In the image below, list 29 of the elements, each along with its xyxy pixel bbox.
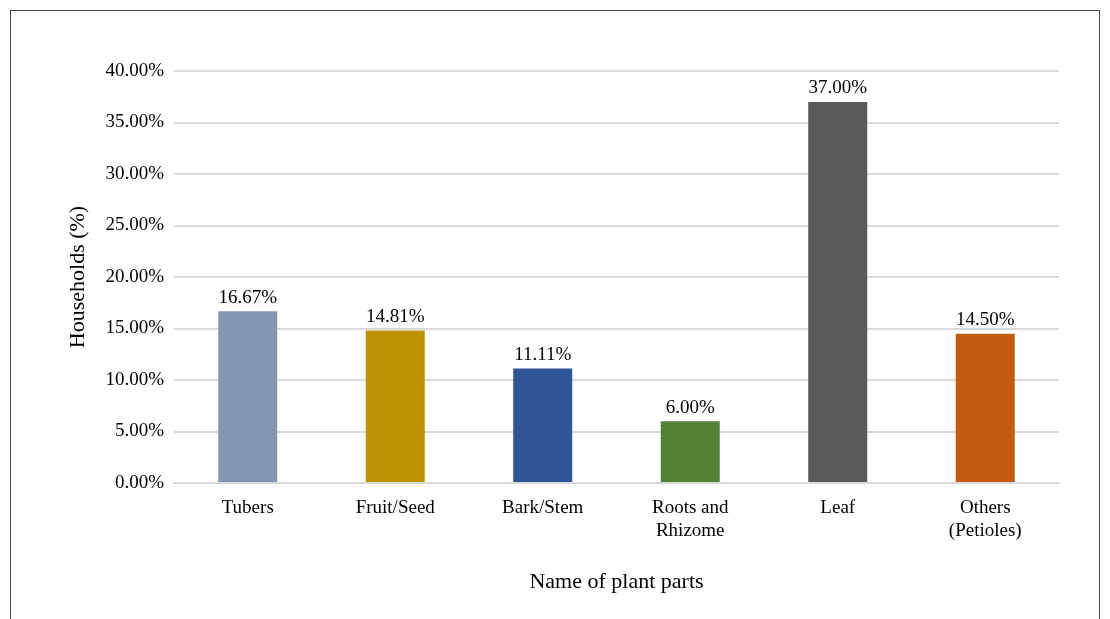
- y-tick-label: 25.00%: [105, 213, 165, 235]
- y-tick-label: 10.00%: [105, 367, 165, 389]
- data-label: 16.67%: [218, 285, 278, 307]
- bar: [365, 330, 425, 482]
- x-tick-label: Leaf: [820, 496, 856, 518]
- y-tick-label: 20.00%: [105, 264, 165, 286]
- data-label: 37.00%: [808, 76, 868, 98]
- y-tick-label: 5.00%: [114, 419, 165, 441]
- data-label: 14.81%: [365, 304, 425, 326]
- data-label: 14.50%: [955, 308, 1015, 330]
- y-tick-label: 15.00%: [105, 316, 165, 338]
- x-tick-label: Bark/Stem: [502, 496, 584, 518]
- y-tick-label: 0.00%: [114, 470, 165, 492]
- bar: [660, 421, 720, 482]
- y-tick-label: 35.00%: [105, 110, 165, 132]
- bar: [955, 333, 1015, 482]
- x-tick-label: Tubers: [221, 496, 274, 518]
- x-axis-title: Name of plant parts: [529, 567, 704, 593]
- x-tick-label: Roots and Rhizome: [651, 496, 729, 541]
- x-tick-label: Fruit/Seed: [355, 496, 436, 518]
- y-tick-label: 40.00%: [105, 58, 165, 80]
- y-axis-title: Households (%): [63, 205, 89, 349]
- data-label: 11.11%: [514, 343, 572, 365]
- bar: [808, 101, 868, 482]
- bar: [513, 368, 573, 482]
- data-label: 6.00%: [665, 395, 715, 417]
- bar: [218, 311, 278, 482]
- y-tick-label: 30.00%: [105, 161, 165, 183]
- x-tick-label: Others (Petioles): [948, 496, 1022, 542]
